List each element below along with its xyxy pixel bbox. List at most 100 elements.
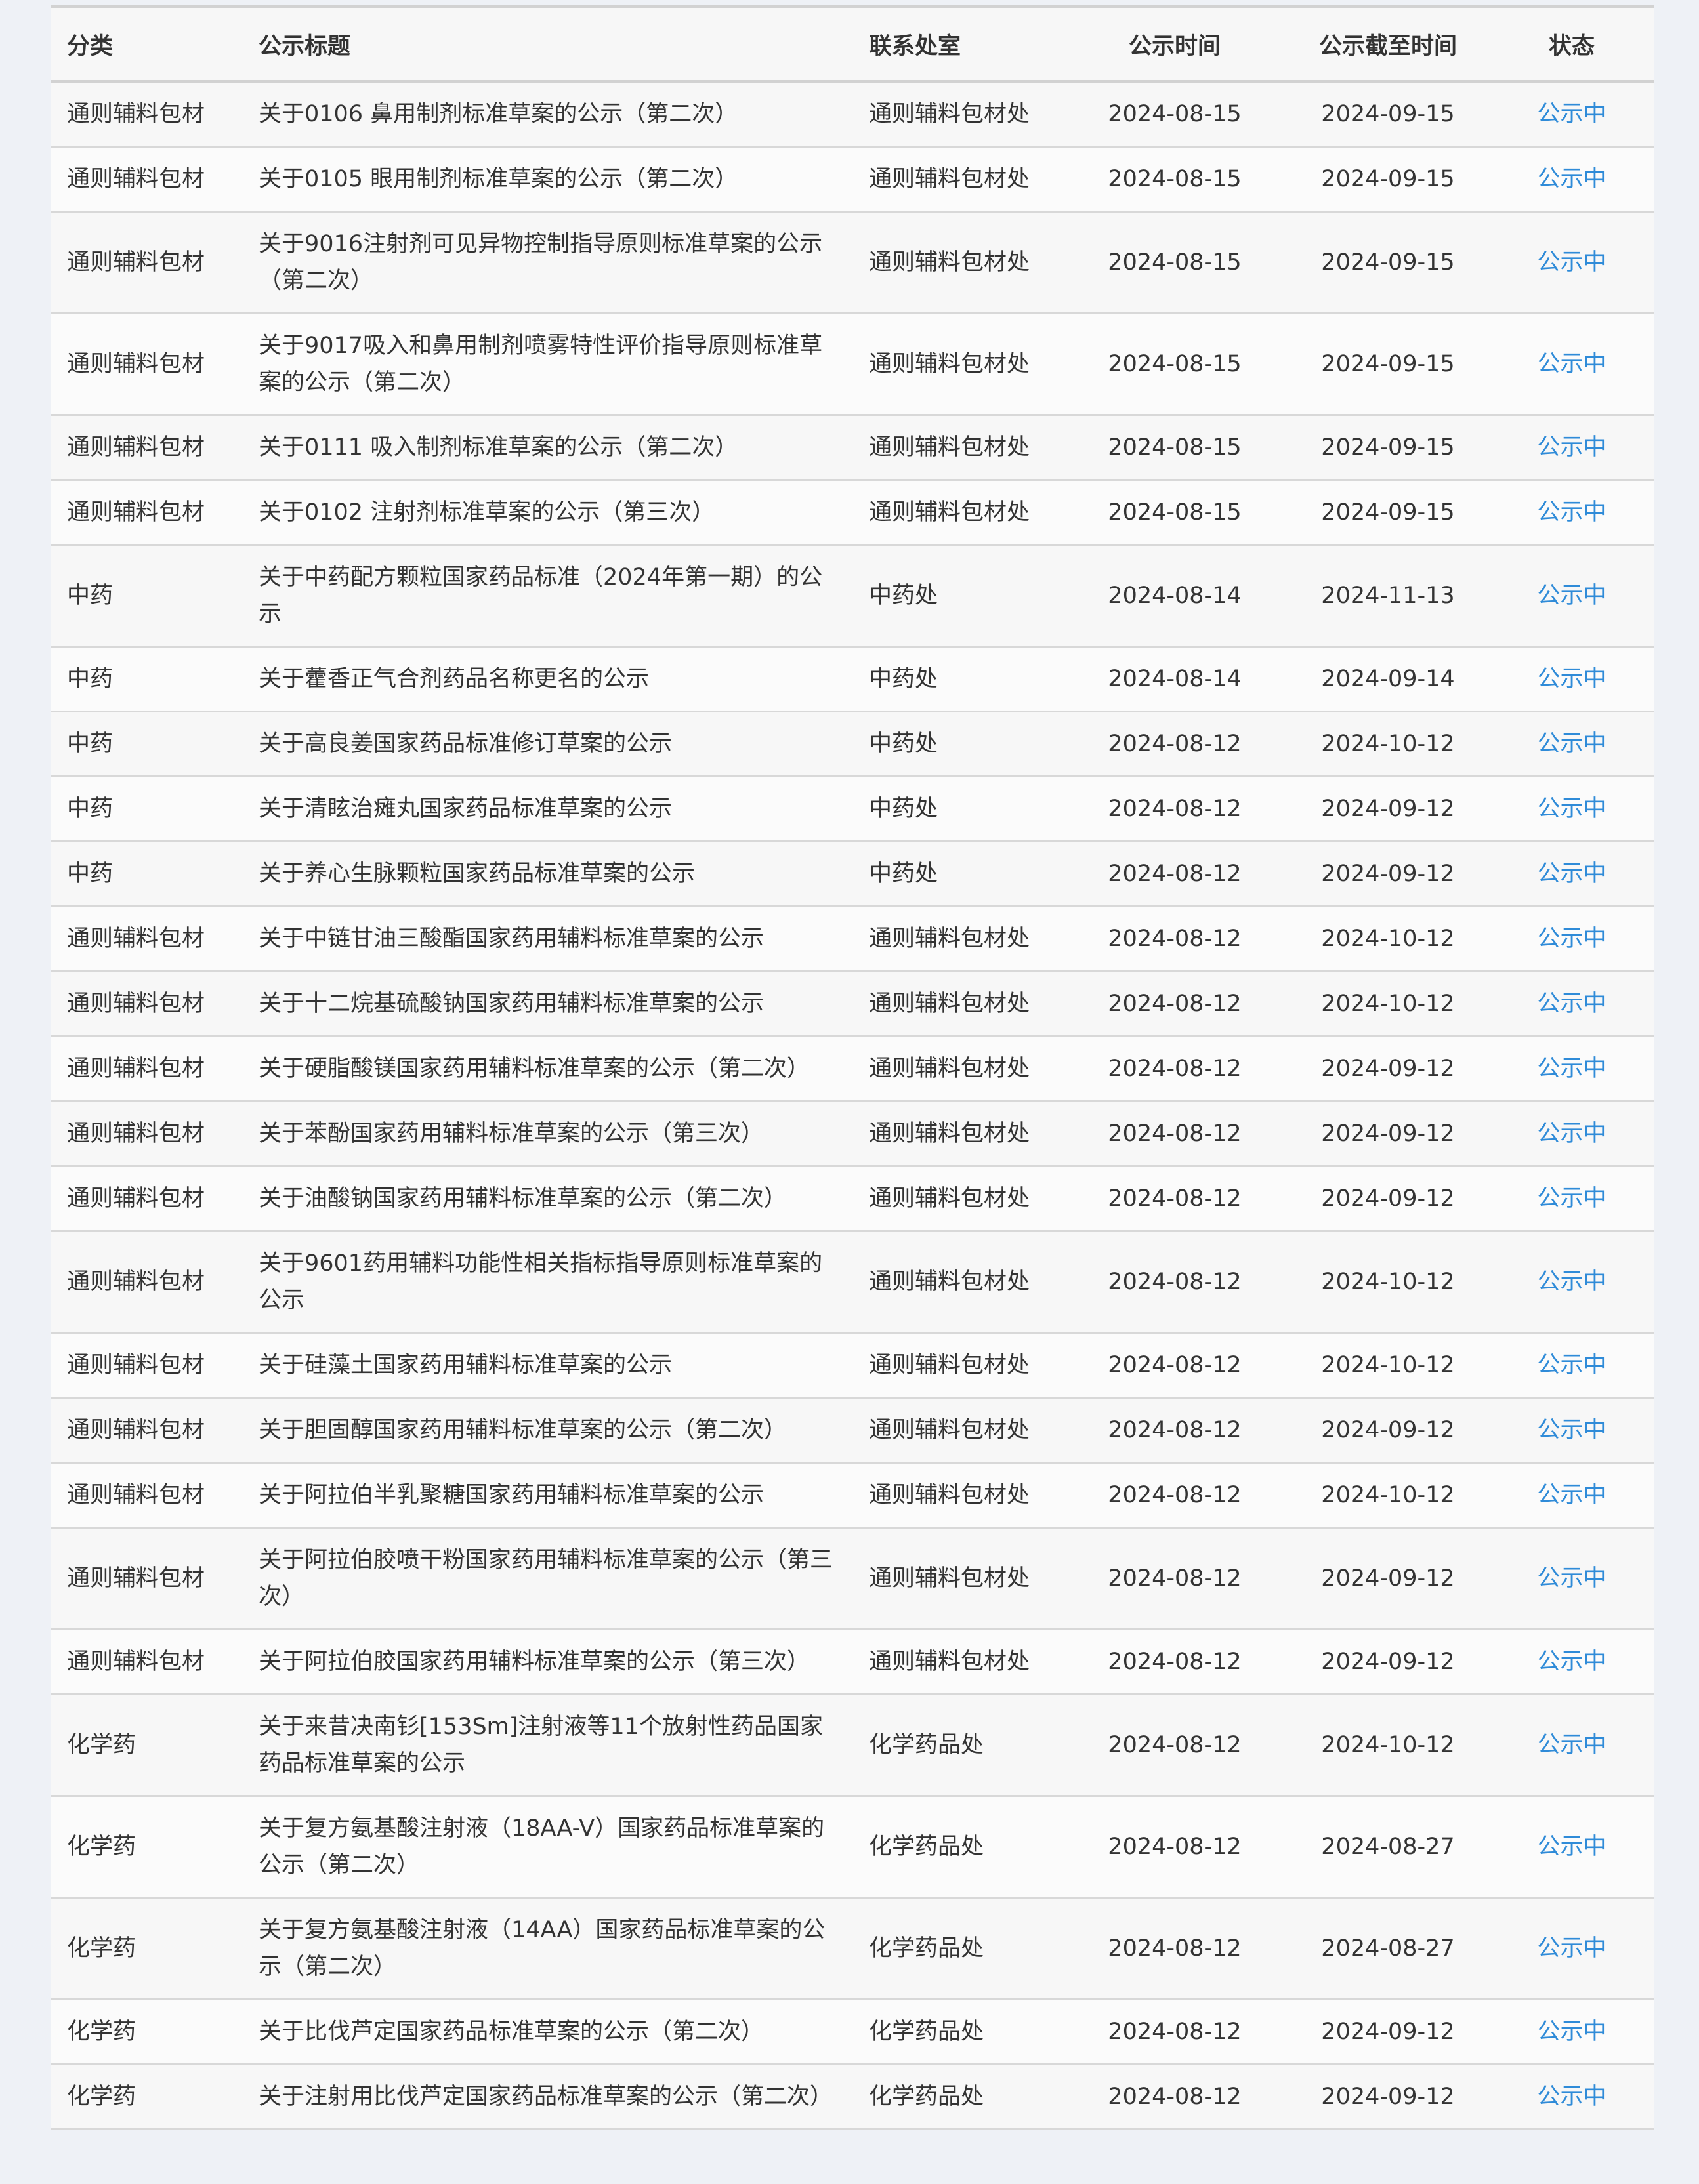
row-end-date: 2024-10-12 (1286, 1231, 1490, 1334)
table-row: 通则辅料包材 关于阿拉伯半乳聚糖国家药用辅料标准草案的公示 通则辅料包材处 2024-… (51, 1462, 1654, 1529)
row-title[interactable]: 关于阿拉伯胶喷干粉国家药用辅料标准草案的公示（第三次） (243, 1527, 853, 1630)
row-status-link[interactable]: 公示中 (1490, 1999, 1654, 2065)
row-end-date: 2024-09-15 (1286, 211, 1490, 314)
row-status-link[interactable]: 公示中 (1490, 1527, 1654, 1630)
row-title[interactable]: 关于养心生脉颗粒国家药品标准草案的公示 (243, 841, 853, 907)
row-status-link[interactable]: 公示中 (1490, 1462, 1654, 1529)
header-office: 联系处室 (853, 5, 1063, 83)
row-title[interactable]: 关于藿香正气合剂药品名称更名的公示 (243, 646, 853, 712)
row-status-link[interactable]: 公示中 (1490, 81, 1654, 148)
row-status-link[interactable]: 公示中 (1490, 906, 1654, 972)
row-status-link[interactable]: 公示中 (1490, 776, 1654, 842)
row-end-date: 2024-08-27 (1286, 1897, 1490, 2000)
row-status-link[interactable]: 公示中 (1490, 1694, 1654, 1797)
row-title[interactable]: 关于0105 眼用制剂标准草案的公示（第二次） (243, 146, 853, 213)
row-status-link[interactable]: 公示中 (1490, 971, 1654, 1037)
row-status-link[interactable]: 公示中 (1490, 1397, 1654, 1464)
row-end-date: 2024-09-12 (1286, 1166, 1490, 1232)
row-end-date: 2024-09-12 (1286, 1629, 1490, 1695)
row-category: 化学药 (51, 1796, 243, 1899)
row-category: 中药 (51, 776, 243, 842)
row-category: 通则辅料包材 (51, 415, 243, 481)
row-end-date: 2024-10-12 (1286, 1694, 1490, 1797)
row-category: 化学药 (51, 1897, 243, 2000)
row-status-link[interactable]: 公示中 (1490, 1629, 1654, 1695)
row-title[interactable]: 关于0102 注射剂标准草案的公示（第三次） (243, 480, 853, 546)
row-title[interactable]: 关于油酸钠国家药用辅料标准草案的公示（第二次） (243, 1166, 853, 1232)
row-title[interactable]: 关于9016注射剂可见异物控制指导原则标准草案的公示（第二次） (243, 211, 853, 314)
row-end-date: 2024-09-15 (1286, 313, 1490, 416)
row-start-date: 2024-08-14 (1063, 646, 1286, 712)
row-end-date: 2024-09-12 (1286, 1999, 1490, 2065)
table-row: 中药 关于养心生脉颗粒国家药品标准草案的公示 中药处 2024-08-12 2024-0… (51, 841, 1654, 907)
row-office: 化学药品处 (853, 1796, 1063, 1899)
row-end-date: 2024-10-12 (1286, 1462, 1490, 1529)
row-category: 中药 (51, 646, 243, 712)
row-start-date: 2024-08-12 (1063, 1462, 1286, 1529)
row-title[interactable]: 关于阿拉伯胶国家药用辅料标准草案的公示（第三次） (243, 1629, 853, 1695)
row-status-link[interactable]: 公示中 (1490, 1231, 1654, 1334)
row-office: 通则辅料包材处 (853, 971, 1063, 1037)
row-office: 中药处 (853, 646, 1063, 712)
row-status-link[interactable]: 公示中 (1490, 545, 1654, 648)
row-title[interactable]: 关于注射用比伐芦定国家药品标准草案的公示（第二次） (243, 2064, 853, 2130)
row-category: 通则辅料包材 (51, 1036, 243, 1102)
row-title[interactable]: 关于清眩治瘫丸国家药品标准草案的公示 (243, 776, 853, 842)
row-office: 通则辅料包材处 (853, 81, 1063, 148)
table-row: 化学药 关于比伐芦定国家药品标准草案的公示（第二次） 化学药品处 2024-08-12… (51, 1999, 1654, 2065)
row-title[interactable]: 关于硬脂酸镁国家药用辅料标准草案的公示（第二次） (243, 1036, 853, 1102)
table-row: 通则辅料包材 关于十二烷基硫酸钠国家药用辅料标准草案的公示 通则辅料包材处 2024-… (51, 971, 1654, 1037)
row-status-link[interactable]: 公示中 (1490, 480, 1654, 546)
row-office: 通则辅料包材处 (853, 1462, 1063, 1529)
row-title[interactable]: 关于高良姜国家药品标准修订草案的公示 (243, 711, 853, 777)
row-start-date: 2024-08-12 (1063, 1527, 1286, 1630)
row-office: 化学药品处 (853, 1694, 1063, 1797)
row-title[interactable]: 关于来昔决南钐[153Sm]注射液等11个放射性药品国家药品标准草案的公示 (243, 1694, 853, 1797)
row-office: 通则辅料包材处 (853, 1527, 1063, 1630)
header-title: 公示标题 (243, 5, 853, 83)
row-title[interactable]: 关于十二烷基硫酸钠国家药用辅料标准草案的公示 (243, 971, 853, 1037)
row-status-link[interactable]: 公示中 (1490, 711, 1654, 777)
row-start-date: 2024-08-12 (1063, 1397, 1286, 1464)
row-status-link[interactable]: 公示中 (1490, 1101, 1654, 1167)
row-status-link[interactable]: 公示中 (1490, 146, 1654, 213)
row-office: 中药处 (853, 776, 1063, 842)
row-title[interactable]: 关于胆固醇国家药用辅料标准草案的公示（第二次） (243, 1397, 853, 1464)
row-status-link[interactable]: 公示中 (1490, 1166, 1654, 1232)
row-title[interactable]: 关于复方氨基酸注射液（14AA）国家药品标准草案的公示（第二次） (243, 1897, 853, 2000)
row-title[interactable]: 关于0111 吸入制剂标准草案的公示（第二次） (243, 415, 853, 481)
row-title[interactable]: 关于中药配方颗粒国家药品标准（2024年第一期）的公示 (243, 545, 853, 648)
row-title[interactable]: 关于中链甘油三酸酯国家药用辅料标准草案的公示 (243, 906, 853, 972)
row-end-date: 2024-09-12 (1286, 776, 1490, 842)
table-row: 通则辅料包材 关于0105 眼用制剂标准草案的公示（第二次） 通则辅料包材处 2024… (51, 146, 1654, 213)
row-status-link[interactable]: 公示中 (1490, 1036, 1654, 1102)
row-status-link[interactable]: 公示中 (1490, 1332, 1654, 1399)
row-end-date: 2024-10-12 (1286, 906, 1490, 972)
row-title[interactable]: 关于阿拉伯半乳聚糖国家药用辅料标准草案的公示 (243, 1462, 853, 1529)
row-status-link[interactable]: 公示中 (1490, 841, 1654, 907)
row-office: 中药处 (853, 841, 1063, 907)
row-start-date: 2024-08-15 (1063, 146, 1286, 213)
row-title[interactable]: 关于9601药用辅料功能性相关指标指导原则标准草案的公示 (243, 1231, 853, 1334)
row-title[interactable]: 关于0106 鼻用制剂标准草案的公示（第二次） (243, 81, 853, 148)
table-row: 中药 关于藿香正气合剂药品名称更名的公示 中药处 2024-08-14 2024-09-… (51, 646, 1654, 712)
row-title[interactable]: 关于复方氨基酸注射液（18AA-V）国家药品标准草案的公示（第二次） (243, 1796, 853, 1899)
row-category: 通则辅料包材 (51, 211, 243, 314)
row-status-link[interactable]: 公示中 (1490, 313, 1654, 416)
row-category: 中药 (51, 711, 243, 777)
row-title[interactable]: 关于硅藻土国家药用辅料标准草案的公示 (243, 1332, 853, 1399)
row-title[interactable]: 关于苯酚国家药用辅料标准草案的公示（第三次） (243, 1101, 853, 1167)
row-start-date: 2024-08-12 (1063, 1796, 1286, 1899)
row-status-link[interactable]: 公示中 (1490, 415, 1654, 481)
row-office: 通则辅料包材处 (853, 1231, 1063, 1334)
row-category: 通则辅料包材 (51, 971, 243, 1037)
row-status-link[interactable]: 公示中 (1490, 1897, 1654, 2000)
table-row: 化学药 关于复方氨基酸注射液（14AA）国家药品标准草案的公示（第二次） 化学药品处… (51, 1897, 1654, 2000)
row-status-link[interactable]: 公示中 (1490, 211, 1654, 314)
row-status-link[interactable]: 公示中 (1490, 1796, 1654, 1899)
row-start-date: 2024-08-15 (1063, 313, 1286, 416)
row-title[interactable]: 关于比伐芦定国家药品标准草案的公示（第二次） (243, 1999, 853, 2065)
row-status-link[interactable]: 公示中 (1490, 2064, 1654, 2130)
row-title[interactable]: 关于9017吸入和鼻用制剂喷雾特性评价指导原则标准草案的公示（第二次） (243, 313, 853, 416)
row-status-link[interactable]: 公示中 (1490, 646, 1654, 712)
